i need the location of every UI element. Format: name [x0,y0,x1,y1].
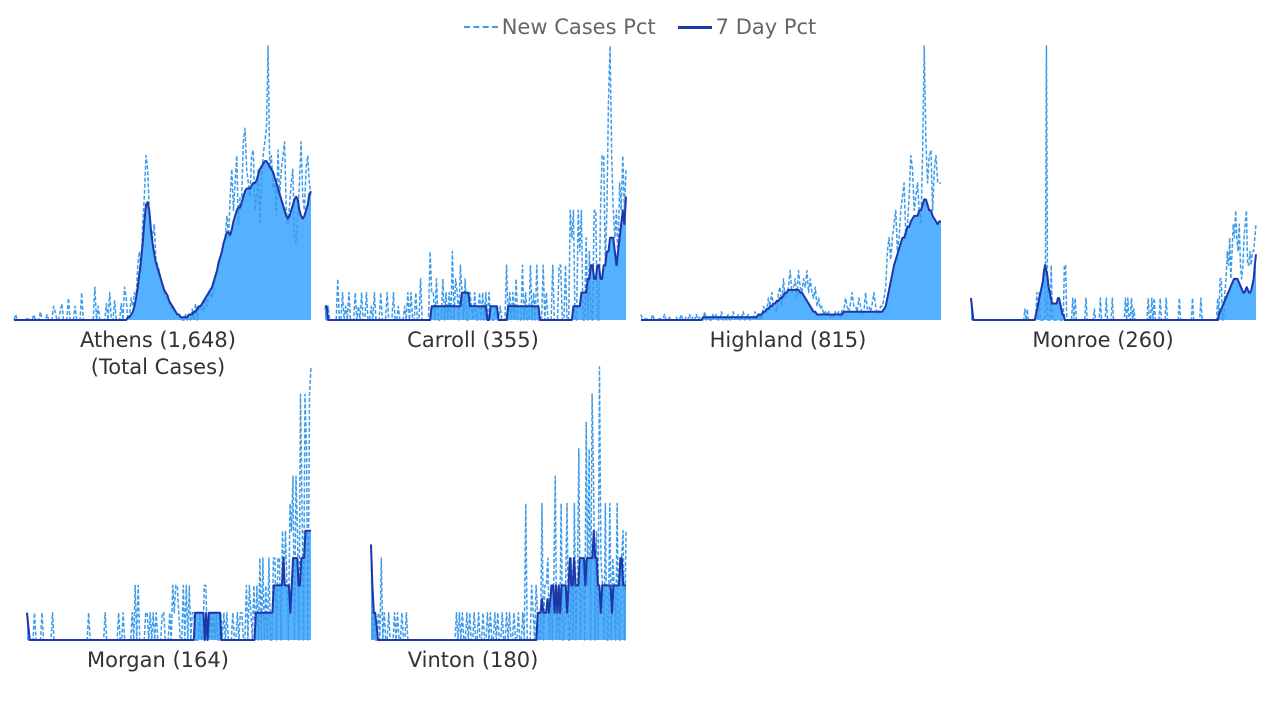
area-morgan [27,530,311,640]
panel-label-carroll: Carroll (355) [407,328,539,352]
series-new-cases-pct-carroll[interactable] [324,45,627,321]
panel-sublabel-athens: (Total Cases) [91,355,225,379]
area-vinton [371,530,626,640]
panel-label-highland: Highland (815) [710,328,867,352]
panel-label-vinton: Vinton (180) [408,648,539,672]
panel-vinton: Vinton (180) [370,366,627,672]
legend-dashed-line-icon [463,26,498,28]
legend: New Cases Pct 7 Day Pct [0,10,1280,44]
panel-athens: Athens (1,648) (Total Cases) [13,45,312,379]
legend-label-7-day-pct: 7 Day Pct [715,15,817,39]
legend-solid-line-icon [677,25,712,29]
panel-carroll: Carroll (355) [324,45,627,352]
series-7-day-pct-highland[interactable] [641,198,941,321]
area-athens [14,161,311,320]
area-highland [641,199,941,320]
panel-monroe: Monroe (260) [970,45,1257,352]
series-new-cases-pct-monroe[interactable] [970,45,1257,321]
panel-morgan: Morgan (164) [26,366,312,672]
series-7-day-pct-morgan[interactable] [26,529,311,641]
panel-label-morgan: Morgan (164) [87,648,229,672]
series-7-day-pct-vinton[interactable] [370,529,626,641]
panel-label-monroe: Monroe (260) [1032,328,1173,352]
legend-item-7-day-pct[interactable]: 7 Day Pct [677,15,817,39]
series-new-cases-pct-morgan[interactable] [26,366,312,641]
legend-item-new-cases-pct[interactable]: New Cases Pct [463,15,656,39]
panel-highland: Highland (815) [640,45,941,352]
area-monroe [971,254,1256,320]
series-7-day-pct-athens[interactable] [14,160,312,321]
panel-label-athens: Athens (1,648) [80,328,236,352]
legend-label-new-cases-pct: New Cases Pct [501,15,656,39]
area-carroll [325,196,626,320]
series-7-day-pct-carroll[interactable] [325,196,627,321]
series-7-day-pct-monroe[interactable] [970,254,1257,321]
